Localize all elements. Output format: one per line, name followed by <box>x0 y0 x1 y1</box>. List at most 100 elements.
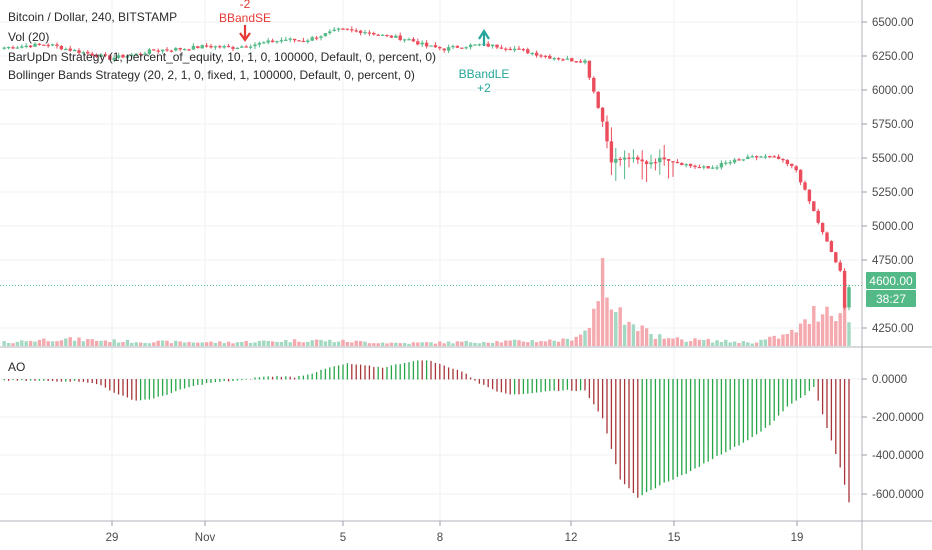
candle-down <box>59 45 64 50</box>
candle-up <box>420 42 424 45</box>
candle-down <box>244 46 248 48</box>
volume-bar <box>226 341 231 346</box>
candle-up <box>473 44 477 46</box>
barupdn-strategy-label[interactable]: BarUpDn Strategy (1, percent_of_equity, … <box>8 50 436 64</box>
time-axis[interactable]: 29 Nov 5 8 12 15 19 <box>106 521 804 544</box>
volume-bar <box>675 337 680 346</box>
volume-bars <box>2 258 851 346</box>
volume-bar <box>820 314 825 346</box>
volume-bar <box>776 338 781 346</box>
volume-bar <box>407 343 411 346</box>
volume-bar <box>486 342 490 346</box>
candle-up <box>248 46 253 48</box>
volume-bar <box>209 341 213 346</box>
volume-bar <box>191 342 196 346</box>
bollinger-strategy-label[interactable]: Bollinger Bands Strategy (20, 2, 1, 0, f… <box>8 68 415 82</box>
candle-down <box>499 47 504 49</box>
volume-bar <box>81 341 86 346</box>
volume-bar <box>433 343 438 346</box>
volume-bar <box>697 339 702 346</box>
candle-up <box>50 44 55 46</box>
short-signal-marker: -2 BBandSE <box>219 0 271 42</box>
volume-bar <box>411 342 416 346</box>
volume-bar <box>622 324 627 346</box>
candle-down <box>504 48 508 50</box>
candle-down <box>803 182 807 190</box>
candle-down <box>812 201 816 212</box>
volume-bar <box>446 341 451 346</box>
candle-down <box>55 44 59 46</box>
long-signal-marker: BBandLE +2 <box>459 28 510 95</box>
time-tick-label: 29 <box>106 532 119 544</box>
candle-down <box>543 55 548 57</box>
ao-axis[interactable]: 0.0000 -200.0000 -400.0000 -600.0000 <box>862 374 924 501</box>
volume-bar <box>702 340 706 346</box>
volume-bar <box>631 324 636 346</box>
candle-down <box>314 37 319 39</box>
volume-bar <box>596 301 600 346</box>
volume-bar <box>332 342 336 346</box>
grid-lines <box>0 0 862 521</box>
volume-bar <box>618 307 622 346</box>
candle-down <box>411 39 416 42</box>
candle-down <box>455 45 460 48</box>
volume-bar <box>512 339 517 346</box>
volume-bar <box>37 339 42 346</box>
candle-up <box>530 52 534 55</box>
candle-up <box>614 158 618 163</box>
volume-bar <box>108 342 112 346</box>
volume-bar <box>847 322 851 346</box>
volume-bar <box>213 342 218 346</box>
candle-down <box>138 53 143 56</box>
candle-up <box>191 45 196 50</box>
candle-up <box>512 48 517 51</box>
volume-bar <box>134 342 138 346</box>
candle-down <box>820 222 825 233</box>
volume-bar <box>490 342 495 346</box>
short-signal-qty: -2 <box>240 0 251 11</box>
volume-bar <box>693 338 697 346</box>
candle-up <box>328 31 332 34</box>
candle-down <box>609 141 614 163</box>
volume-bar <box>99 340 103 346</box>
volume-bar <box>746 342 750 346</box>
volume-bar <box>46 341 50 346</box>
candle-down <box>108 55 112 60</box>
volume-bar <box>710 342 715 346</box>
candle-up <box>631 157 636 159</box>
volume-bar <box>266 341 270 346</box>
volume-bar <box>671 338 675 346</box>
volume-indicator-label[interactable]: Vol (20) <box>8 30 49 44</box>
candle-down <box>345 28 350 30</box>
volume-bar <box>28 340 33 346</box>
candle-down <box>697 166 702 169</box>
volume-bar <box>829 315 834 346</box>
candle-down <box>226 45 231 48</box>
volume-bar <box>257 340 262 346</box>
volume-bar <box>121 342 125 346</box>
volume-bar <box>174 340 178 346</box>
candle-down <box>424 42 429 47</box>
candle-down <box>68 48 72 51</box>
volume-bar <box>204 342 209 346</box>
candle-down <box>196 46 200 49</box>
candle-up <box>336 28 341 30</box>
candle-down <box>838 262 842 271</box>
long-signal-label: BBandLE <box>459 67 510 81</box>
volume-bar <box>323 341 328 346</box>
volume-bar <box>504 340 508 346</box>
price-axis[interactable]: 6500.00 6250.00 6000.00 5750.00 5500.00 5250.… <box>862 17 914 335</box>
candle-up <box>257 42 262 45</box>
ao-indicator-label[interactable]: AO <box>8 360 25 374</box>
volume-bar <box>583 330 587 346</box>
candle-up <box>759 156 763 158</box>
candle-up <box>6 46 11 49</box>
candle-down <box>156 50 160 52</box>
candle-down <box>526 49 530 54</box>
candle-down <box>231 47 235 49</box>
candle-up <box>72 50 77 52</box>
time-tick-label: 5 <box>340 532 346 544</box>
price-tick-label: 6000.00 <box>872 85 914 97</box>
candle-down <box>816 210 820 223</box>
